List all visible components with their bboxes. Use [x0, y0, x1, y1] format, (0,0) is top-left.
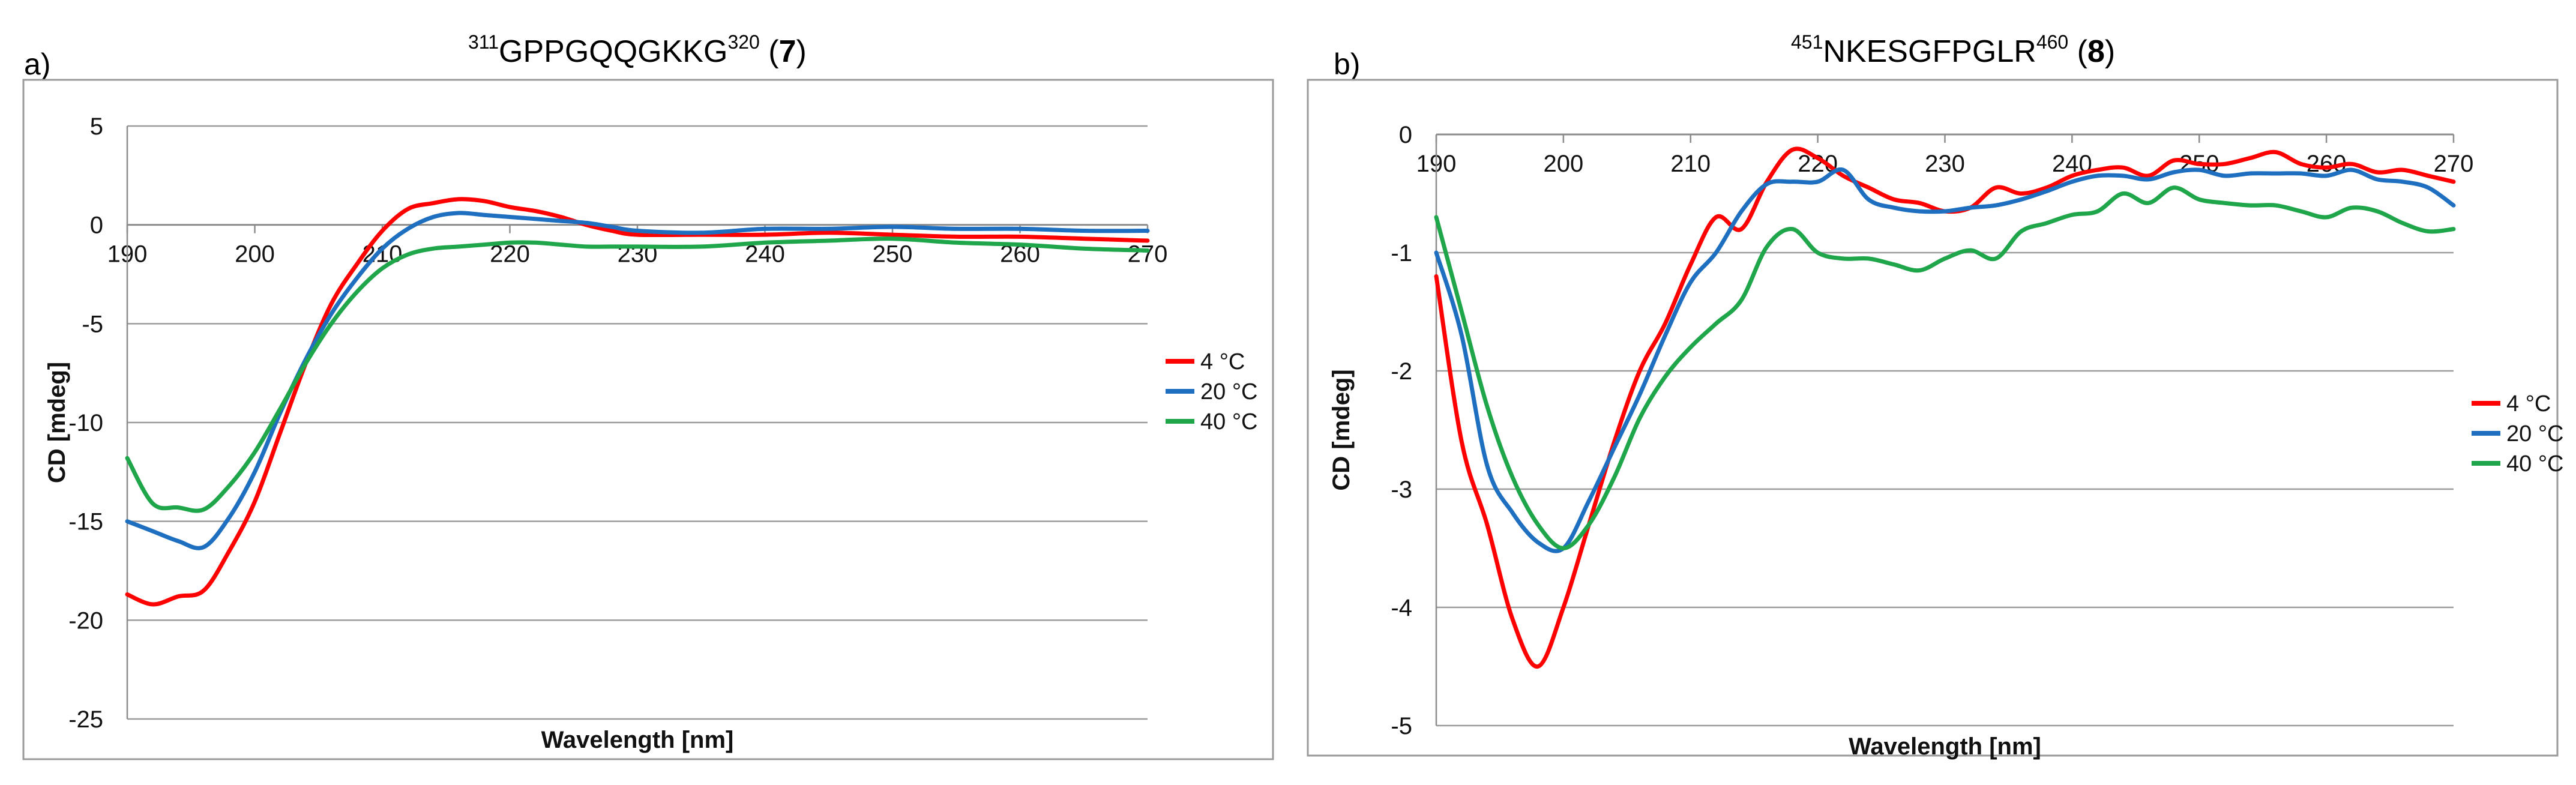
chart-frame	[22, 79, 1274, 760]
y-tick-label: 0	[1399, 122, 1412, 148]
x-tick-label: 200	[235, 241, 275, 268]
panel-label-a: a)	[24, 47, 51, 81]
y-tick-label: -1	[1391, 240, 1412, 266]
title-b-end-residue: 460	[2036, 31, 2069, 53]
y-tick-label: -5	[82, 311, 103, 337]
title-a-end-residue: 320	[727, 31, 760, 53]
x-axis-label: Wavelength [nm]	[541, 727, 734, 753]
y-axis-label: CD [mdeg]	[44, 362, 70, 483]
y-tick-label: -4	[1391, 595, 1412, 621]
y-tick-label: -5	[1391, 713, 1412, 739]
y-tick-label: -20	[68, 607, 103, 634]
x-tick-label: 270	[2434, 151, 2474, 177]
series-line-40C	[125, 236, 1150, 513]
chart-title-a: 311GPPGQQGKKG320 (7)	[468, 31, 807, 69]
y-tick-label: -3	[1391, 477, 1412, 503]
y-tick-label: -2	[1391, 358, 1412, 385]
title-b-sequence: NKESGFPGLR	[1823, 34, 2036, 69]
x-tick-label: 210	[1670, 151, 1711, 177]
legend-label: 4 °C	[2506, 391, 2551, 417]
series-line-20C	[1434, 167, 2456, 553]
x-tick-label: 230	[1925, 151, 1965, 177]
legend-label: 40 °C	[1200, 409, 1257, 435]
title-a-start-residue: 311	[468, 31, 499, 53]
series-line-4C	[1434, 146, 2456, 669]
chart-frame	[1307, 79, 2559, 757]
y-tick-label: -25	[68, 706, 103, 733]
legend-label: 40 °C	[2506, 451, 2563, 477]
series-line-20C	[125, 211, 1150, 550]
legend-label: 4 °C	[1200, 349, 1245, 374]
x-tick-label: 250	[873, 241, 913, 268]
y-tick-label: 5	[90, 113, 103, 140]
series-line-40C	[1434, 185, 2456, 550]
legend-label: 20 °C	[2506, 421, 2563, 447]
y-tick-label: -15	[68, 509, 103, 535]
series-line-4C	[125, 197, 1150, 607]
chart-title-b: 451NKESGFPGLR460 (8)	[1791, 31, 2116, 69]
x-tick-label: 200	[1544, 151, 1584, 177]
title-b-start-residue: 451	[1791, 31, 1823, 53]
title-a-sequence: GPPGQQGKKG	[499, 34, 728, 69]
legend-label: 20 °C	[1200, 379, 1257, 405]
y-tick-label: -10	[68, 410, 103, 436]
panel-label-b: b)	[1334, 47, 1361, 81]
title-b-compound: 8	[2087, 34, 2105, 69]
title-a-compound: 7	[778, 34, 796, 69]
x-tick-label: 270	[1128, 241, 1168, 268]
y-axis-label: CD [mdeg]	[1328, 369, 1355, 490]
y-tick-label: 0	[90, 212, 103, 239]
x-axis-label: Wavelength [nm]	[1849, 733, 2041, 760]
